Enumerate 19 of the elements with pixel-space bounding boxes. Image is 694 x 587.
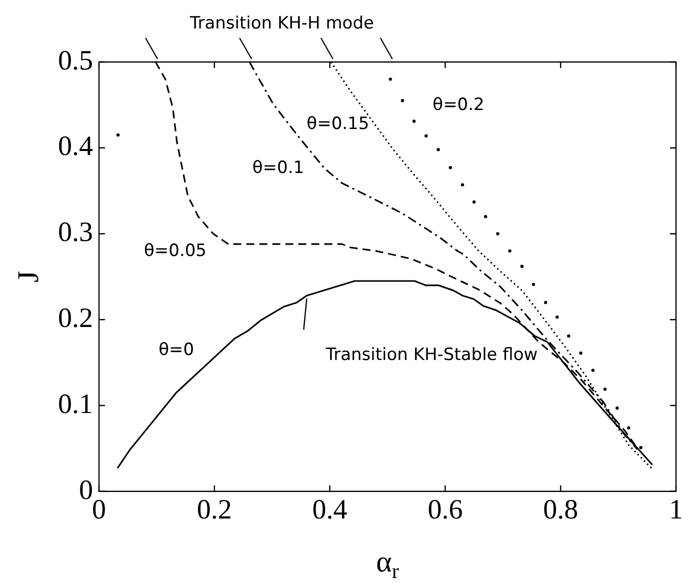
x-tick-label: 0.4	[312, 494, 348, 526]
y-axis-title: J	[12, 270, 45, 283]
y-tick-label: 0.4	[58, 131, 93, 162]
text: Transition KH-H mode	[188, 13, 374, 34]
x-tick-label: 0.6	[428, 494, 463, 526]
y-tick-label: 0	[79, 474, 93, 506]
series-label: θ=0	[158, 340, 194, 360]
series-label: θ=0.15	[306, 114, 370, 134]
x-tick-label: 0.2	[196, 494, 232, 526]
y-tick-label: 0.2	[58, 303, 93, 334]
x-tick-label: 0.8	[543, 494, 578, 526]
y-tick-label: 0.3	[58, 217, 93, 248]
annotation: Transition KH-Stable flow	[324, 345, 538, 366]
y-tick-label: 0.5	[58, 45, 93, 76]
y-tick-label: 0.1	[58, 388, 93, 420]
x-tick-label: 1	[669, 494, 683, 526]
series-label: θ=0.1	[252, 158, 304, 178]
series-label: θ=0.2	[432, 95, 484, 116]
series-label: θ=0.05	[144, 241, 206, 262]
